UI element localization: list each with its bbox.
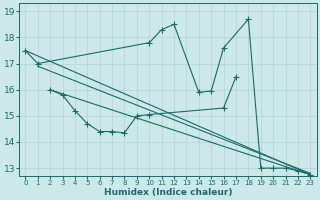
X-axis label: Humidex (Indice chaleur): Humidex (Indice chaleur) xyxy=(104,188,232,197)
